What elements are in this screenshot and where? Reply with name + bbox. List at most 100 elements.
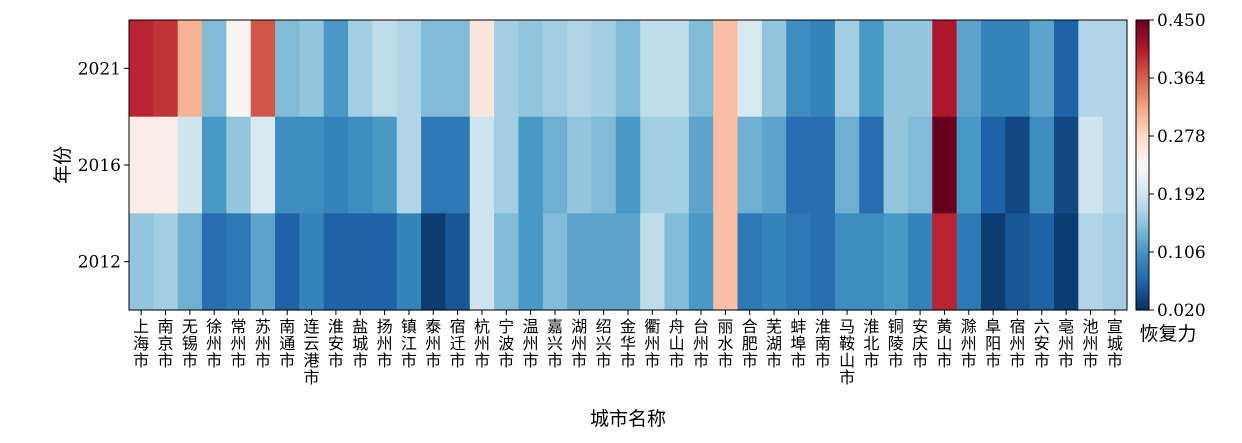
x-tick-label: 连云港市 — [304, 317, 320, 387]
colorbar-segment — [1136, 133, 1149, 137]
x-tick-label: 无锡市 — [182, 317, 198, 370]
heatmap-cell — [323, 20, 349, 118]
colorbar-segment — [1136, 259, 1149, 263]
heatmap-cell — [348, 20, 374, 118]
colorbar-segment — [1136, 206, 1149, 210]
heatmap-cell — [226, 116, 252, 214]
x-tick-label: 上海市 — [133, 317, 149, 370]
heatmap-cell — [567, 213, 593, 311]
x-tick-label: 盐城市 — [352, 317, 368, 370]
heatmap-cell — [615, 20, 641, 118]
x-axis-title: 城市名称 — [590, 408, 666, 430]
heatmap-cell — [275, 116, 300, 214]
colorbar-segment — [1136, 29, 1149, 33]
colorbar-segment — [1136, 85, 1149, 89]
heatmap-cell — [1102, 213, 1128, 311]
colorbar-segment — [1136, 92, 1149, 96]
heatmap-cell — [153, 20, 179, 118]
colorbar-segment — [1136, 247, 1149, 251]
heatmap-cell — [688, 20, 714, 118]
x-tick-label: 淮北市 — [863, 317, 879, 370]
colorbar-segment — [1136, 126, 1149, 130]
heatmap-cell — [275, 20, 300, 118]
heatmap-cell — [396, 213, 422, 311]
heatmap-cell — [688, 213, 714, 311]
heatmap-cell — [323, 116, 349, 214]
colorbar-segment — [1136, 179, 1149, 183]
heatmap-cell — [372, 20, 398, 118]
colorbar-segment — [1136, 210, 1149, 214]
heatmap-cell — [761, 116, 787, 214]
colorbar-tick-label: 0.020 — [1157, 301, 1206, 321]
heatmap-cell — [1029, 20, 1055, 118]
colorbar-segment — [1136, 44, 1149, 48]
x-tick-label: 南京市 — [158, 317, 174, 370]
colorbar-segment — [1136, 121, 1149, 125]
x-tick-label: 合肥市 — [742, 317, 758, 370]
heatmap-cell — [688, 116, 714, 214]
heatmap-cell — [250, 213, 276, 311]
colorbar-segment — [1136, 302, 1149, 306]
colorbar-frame — [1135, 19, 1150, 311]
y-tick-label: 2012 — [78, 253, 121, 273]
colorbar-segment — [1136, 223, 1149, 227]
x-tick-label: 马鞍山市 — [839, 317, 855, 387]
x-tick-label: 苏州市 — [255, 317, 271, 370]
x-tick-label: 金华市 — [620, 317, 636, 370]
colorbar-segment — [1136, 184, 1149, 188]
heatmap-cell — [1029, 116, 1055, 214]
colorbar-segment — [1136, 99, 1149, 103]
heatmap-cell — [129, 20, 154, 118]
colorbar-segment — [1136, 215, 1149, 219]
heatmap-cell — [226, 213, 252, 311]
x-tick-label: 六安市 — [1034, 317, 1050, 370]
heatmap-cell — [810, 20, 836, 118]
heatmap-cell — [1053, 116, 1079, 214]
heatmap-cell — [761, 213, 787, 311]
colorbar-segment — [1136, 102, 1149, 106]
y-tick-labels: 2021 2016 2012 — [78, 59, 129, 273]
heatmap-cell — [202, 213, 227, 311]
colorbar-segment — [1136, 225, 1149, 229]
heatmap-cell — [980, 20, 1006, 118]
heatmap-cell — [956, 20, 982, 118]
heatmap-cell — [567, 20, 593, 118]
colorbar-segment — [1136, 36, 1149, 40]
heatmap-cell — [396, 20, 422, 118]
colorbar-segment — [1136, 227, 1149, 231]
colorbar-segment — [1136, 73, 1149, 77]
colorbar-segment — [1136, 261, 1149, 265]
x-tick-label: 杭州市 — [474, 317, 490, 370]
colorbar-segment — [1136, 61, 1149, 65]
heatmap-cell — [932, 213, 958, 311]
x-tick-label: 蚌埠市 — [790, 317, 806, 370]
heatmap-cell — [786, 20, 812, 118]
x-tick-label: 湖州市 — [571, 317, 587, 370]
colorbar-segment — [1136, 256, 1149, 260]
colorbar-segment — [1136, 20, 1149, 24]
heatmap-cell — [737, 20, 763, 118]
heatmap-cell — [469, 20, 495, 118]
heatmap-cell — [932, 116, 958, 214]
heatmap-cell — [542, 20, 568, 118]
heatmap-cell — [1029, 213, 1055, 311]
heatmap-cell — [202, 116, 227, 214]
colorbar-segment — [1136, 53, 1149, 57]
heatmap-cell — [372, 116, 398, 214]
colorbar-segment — [1136, 295, 1149, 299]
x-tick-labels: 上海市南京市无锡市徐州市常州市苏州市南通市连云港市淮安市盐城市扬州市镇江市泰州市… — [133, 310, 1123, 387]
colorbar-segment — [1136, 155, 1149, 159]
heatmap-cell — [737, 116, 763, 214]
colorbar-segment — [1136, 189, 1149, 193]
heatmap-cell — [445, 213, 471, 311]
colorbar-segment — [1136, 97, 1149, 101]
colorbar-segment — [1136, 281, 1149, 285]
heatmap-cell — [421, 20, 447, 118]
colorbar-segment — [1136, 213, 1149, 217]
colorbar-segment — [1136, 148, 1149, 152]
heatmap-cell — [348, 213, 374, 311]
colorbar-segment — [1136, 300, 1149, 304]
heatmap-cell — [1102, 116, 1128, 214]
heatmap-cell — [761, 20, 787, 118]
heatmap-cell — [591, 213, 617, 311]
